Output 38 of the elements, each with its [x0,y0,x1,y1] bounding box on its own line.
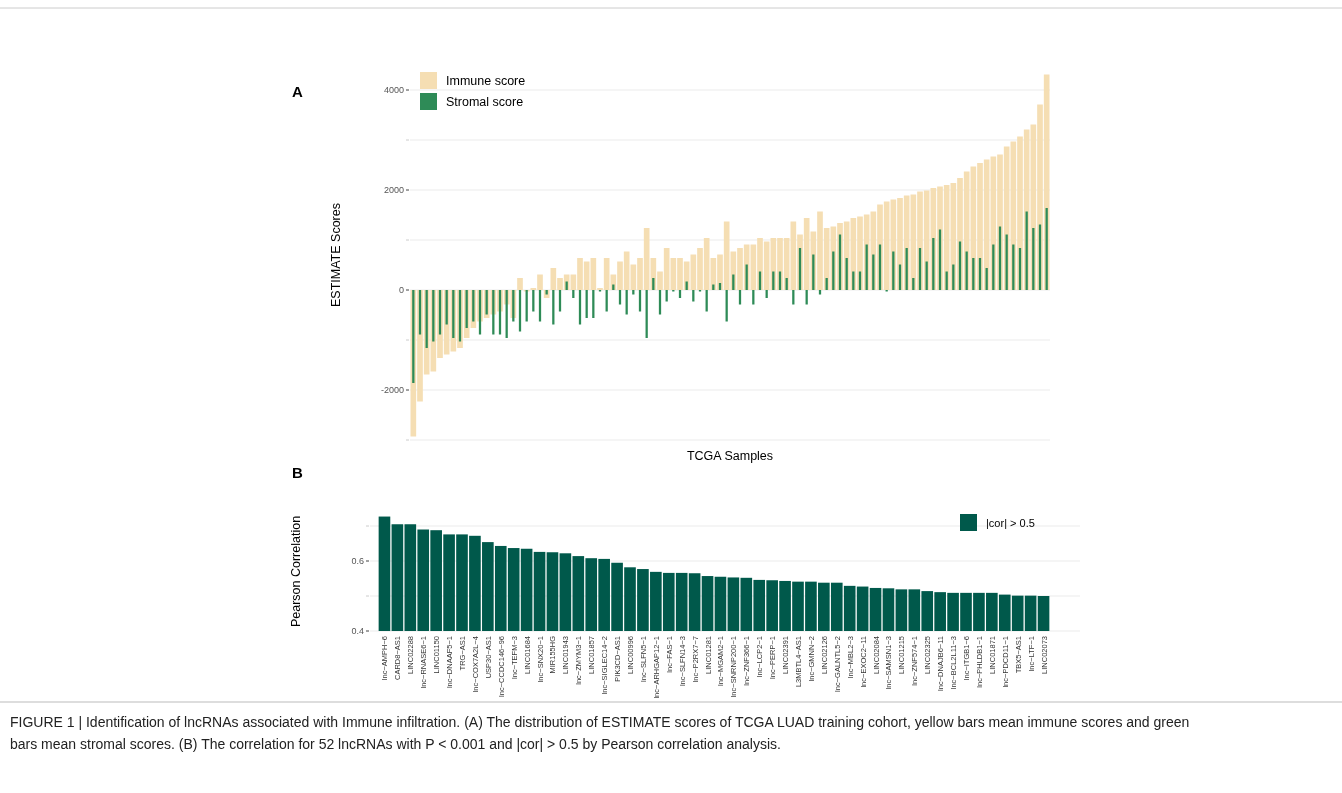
bar [725,290,728,322]
bar [538,290,542,322]
text: A [292,83,303,100]
bar [525,290,528,322]
y-tick-label: 0.6 [351,556,364,567]
bar [605,290,608,312]
bar [472,290,475,322]
y-tick-label: 0 [398,285,404,296]
bar [665,290,668,302]
y-axis-title: Pearson Correlation [289,515,303,628]
bar [638,290,642,312]
bar [578,290,582,325]
bar [818,290,822,295]
bar [692,290,695,302]
bar [445,290,448,325]
y-tick-label: 0.4 [351,626,364,637]
bar [512,290,515,322]
legend-label: Immune score [446,74,526,89]
bar [532,290,535,312]
legend-label: |cor| > 0.5 [986,516,1035,529]
bar [618,290,622,305]
bar [517,278,523,290]
x-axis-title: TCGA Samples [686,449,774,463]
bar [705,290,708,312]
y-tick-label: 2000 [383,185,404,196]
chart-title: B [292,464,303,481]
y-axis-title: ESTIMATE Scores [329,203,343,307]
bar [792,290,795,305]
bar [738,290,742,305]
legend-label: Stromal score [446,95,524,110]
caption: FIGURE 1 | Identification of lncRNAs associated with Immune infiltration. (A) The distribution of ESTIMATE scores of TCGA LUAD training cohort, yellow bars mean immune scores and green bars mean stromal scores. (B) The correlation for 52 lncRNAs with P < 0.001 and |cor| > 0.5 by Pearson correlation analysis. [10,714,1190,752]
y-tick-label: -2000 [380,385,404,396]
bar [752,290,755,305]
bar [632,290,635,295]
y-tick-label: 4000 [383,85,404,96]
bar [552,290,555,325]
bar [805,290,808,305]
bar [558,290,562,312]
